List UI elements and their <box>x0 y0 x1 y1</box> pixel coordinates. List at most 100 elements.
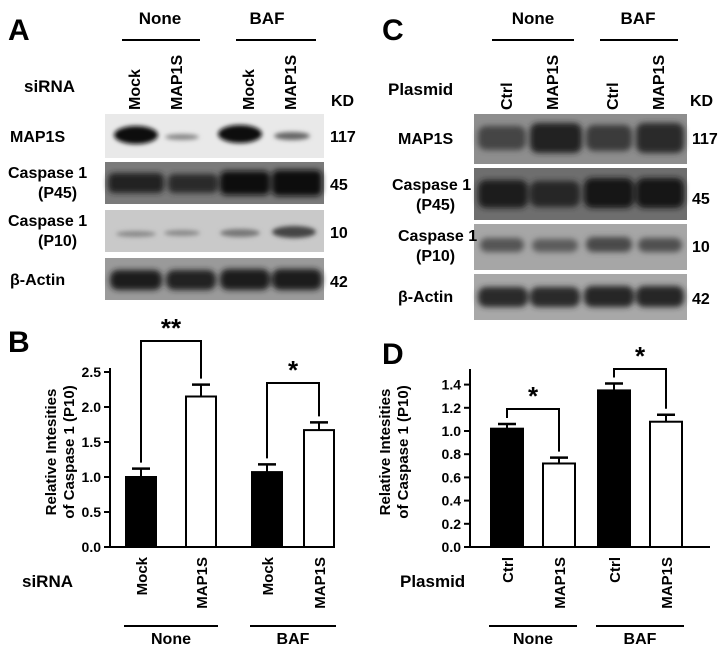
group-label: None <box>513 631 553 648</box>
y-tick-label: 0.6 <box>442 469 462 485</box>
panel-b: B Relative Intesities of Caspase 1 (P10)… <box>8 313 336 648</box>
panel-c-letter: C <box>382 14 404 47</box>
bar <box>542 462 576 549</box>
kd-value-10: 10 <box>692 239 710 256</box>
lane-label: Mock <box>127 69 144 110</box>
blot-label-p45-sub: (P45) <box>416 197 455 214</box>
panel-a-letter: A <box>8 14 30 47</box>
y-tick-label: 2.0 <box>82 399 102 415</box>
bar <box>490 427 524 548</box>
x-tick-label: MAP1S <box>312 557 329 609</box>
y-tick-label: 1.5 <box>82 434 102 450</box>
y-tick-label: 0.5 <box>82 504 102 520</box>
panel-d: D Relative Intesities of Caspase 1 (P10)… <box>377 338 710 648</box>
bar <box>125 476 157 548</box>
blot-bands-map1s <box>114 125 310 144</box>
bar <box>597 389 631 548</box>
blot-bands-actin <box>110 269 322 290</box>
kd-label: KD <box>331 93 354 110</box>
y-tick-label: 2.5 <box>82 364 102 380</box>
kd-value-42: 42 <box>330 274 348 291</box>
group-label-baf: BAF <box>621 9 656 28</box>
x-tick-label: Mock <box>134 556 151 595</box>
panel-b-letter: B <box>8 326 30 359</box>
group-label-baf: BAF <box>250 9 285 28</box>
y-axis-label-line2: of Caspase 1 (P10) <box>395 385 412 518</box>
group-label-none: None <box>512 9 555 28</box>
blot-label-p10-sub: (P10) <box>416 248 455 265</box>
x-tick-label: MAP1S <box>552 557 569 609</box>
y-tick-label: 1.0 <box>442 423 462 439</box>
y-tick-label: 1.2 <box>442 400 462 416</box>
y-axis-label-line2: of Caspase 1 (P10) <box>61 385 78 518</box>
group-label: None <box>151 631 191 648</box>
y-tick-label: 0.0 <box>82 539 102 555</box>
blot-label-p45: Caspase 1 <box>8 165 87 182</box>
lane-label: MAP1S <box>651 55 668 110</box>
lane-label: MAP1S <box>545 55 562 110</box>
lane-label: Mock <box>241 69 258 110</box>
y-tick-label: 1.4 <box>442 377 462 393</box>
significance-bracket <box>266 382 320 459</box>
group-label: BAF <box>624 631 657 648</box>
y-tick-label: 0.8 <box>442 446 462 462</box>
blot-bands-p10 <box>480 237 682 252</box>
y-tick-label: 0.0 <box>442 539 462 555</box>
blot-bands-p10 <box>116 226 316 238</box>
blot-label-p10-sub: (P10) <box>38 233 77 250</box>
blot-label-map1s: MAP1S <box>10 129 65 146</box>
x-tick-label: Ctrl <box>607 557 624 583</box>
kd-value-117: 117 <box>692 131 718 148</box>
lane-label: MAP1S <box>169 55 186 110</box>
blot-label-p10: Caspase 1 <box>398 228 477 245</box>
blot-label-actin: β-Actin <box>10 272 65 289</box>
y-tick-label: 1.0 <box>82 469 102 485</box>
y-tick-label: 0.2 <box>442 516 462 532</box>
y-axis-label-line1: Relative Intesities <box>43 389 60 516</box>
blot-bands-p45 <box>478 178 684 208</box>
significance-bracket <box>506 408 560 452</box>
blot-label-p45: Caspase 1 <box>392 177 471 194</box>
x-tick-label: Mock <box>260 556 277 595</box>
kd-value-45: 45 <box>692 191 710 208</box>
significance-marker: * <box>635 341 646 371</box>
blot-label-actin: β-Actin <box>398 289 453 306</box>
significance-bracket <box>613 368 667 409</box>
panel-d-letter: D <box>382 338 404 371</box>
significance-marker: * <box>288 355 299 385</box>
lane-label: Ctrl <box>605 82 622 110</box>
group-label: BAF <box>277 631 310 648</box>
x-tick-label: MAP1S <box>194 557 211 609</box>
blot-label-p10: Caspase 1 <box>8 213 87 230</box>
panel-a: A None BAF siRNA Mock MAP1S Mock MAP1S K… <box>8 9 356 300</box>
kd-value-45: 45 <box>330 177 348 194</box>
blot-label-p45-sub: (P45) <box>38 185 77 202</box>
y-tick-label: 0.4 <box>442 493 462 509</box>
lane-label: MAP1S <box>283 55 300 110</box>
x-tick-label: Ctrl <box>500 557 517 583</box>
blot-bands-p45 <box>108 170 322 196</box>
row-label-sirna: siRNA <box>22 572 73 591</box>
row-label-plasmid: Plasmid <box>400 572 465 591</box>
blot-bands-actin <box>478 286 684 307</box>
row-label-sirna: siRNA <box>24 77 75 96</box>
kd-value-10: 10 <box>330 225 348 242</box>
chart-d: 0.0 0.2 0.4 0.6 0.8 1.0 1.2 1.4 Ctrl MAP1S Ctrl MAP… <box>442 341 710 648</box>
kd-value-42: 42 <box>692 291 710 308</box>
significance-marker: ** <box>161 313 182 343</box>
kd-label: KD <box>690 93 713 110</box>
panel-c: C None BAF Plasmid Ctrl MAP1S Ctrl MAP1S… <box>382 9 718 320</box>
kd-value-117: 117 <box>330 129 356 146</box>
x-tick-label: MAP1S <box>659 557 676 609</box>
bar <box>251 471 283 549</box>
lane-label: Ctrl <box>499 82 516 110</box>
y-axis-label-line1: Relative Intesities <box>377 389 394 516</box>
row-label-plasmid: Plasmid <box>388 80 453 99</box>
bar <box>185 395 217 548</box>
blot-label-map1s: MAP1S <box>398 131 453 148</box>
group-label-none: None <box>139 9 182 28</box>
blot-bands-map1s <box>478 123 684 153</box>
bar <box>303 429 335 549</box>
